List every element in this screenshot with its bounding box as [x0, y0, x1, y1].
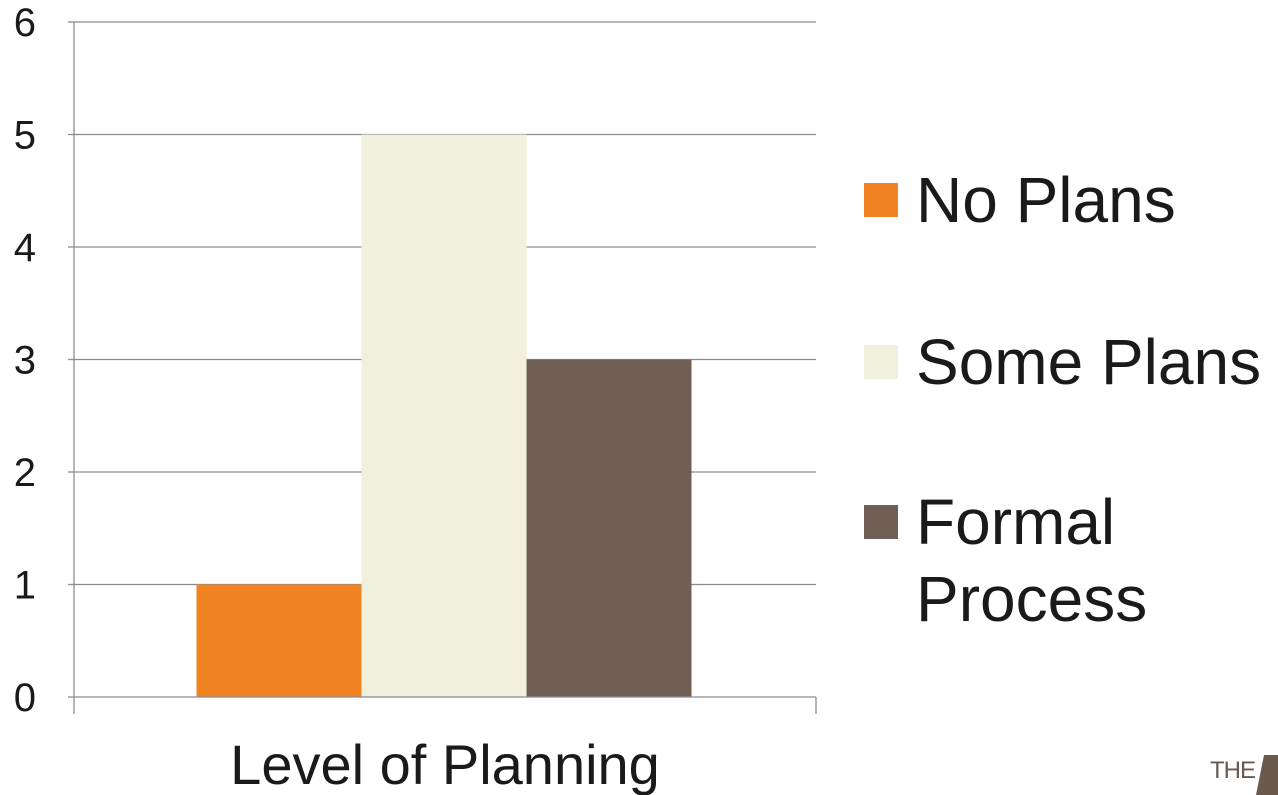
- bars: [196, 134, 692, 697]
- logo-bar: [1264, 755, 1278, 795]
- y-axis-ticks: 0 1 2 3 4 5 6: [14, 1, 36, 720]
- logo-shape: [1256, 755, 1264, 795]
- bar-formal-process: [526, 359, 692, 697]
- legend-swatch: [864, 183, 898, 217]
- y-tick-label: 1: [14, 564, 36, 608]
- y-tick-label: 3: [14, 339, 36, 383]
- legend-label: No Plans: [916, 164, 1176, 236]
- y-tick-label: 6: [14, 1, 36, 45]
- legend-swatch: [864, 345, 898, 379]
- x-category-label: Level of Planning: [230, 733, 660, 795]
- logo-text: THE: [1210, 757, 1256, 784]
- y-tick-label: 5: [14, 114, 36, 158]
- bar-some-plans: [361, 134, 527, 697]
- legend-label: Formal Process: [916, 486, 1147, 635]
- legend: No Plans Some Plans Formal Process: [864, 164, 1261, 635]
- legend-label: Some Plans: [916, 326, 1261, 398]
- y-tick-label: 0: [14, 676, 36, 720]
- axes: [68, 21, 817, 714]
- y-tick-label: 2: [14, 451, 36, 495]
- brand-logo: THE: [1208, 755, 1278, 795]
- x-axis-categories: Level of Planning: [230, 733, 660, 795]
- legend-swatch: [864, 505, 898, 539]
- y-tick-label: 4: [14, 226, 36, 270]
- bar-no-plans: [196, 584, 362, 697]
